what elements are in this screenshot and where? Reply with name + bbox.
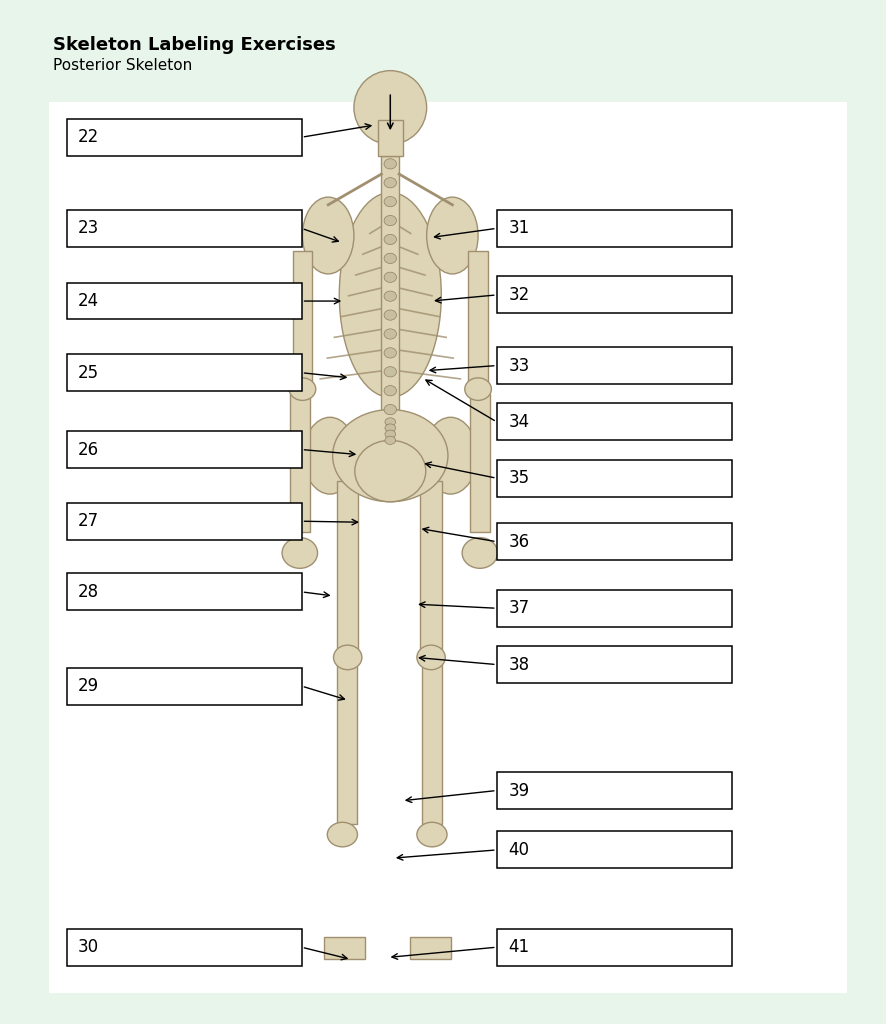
Bar <box>496 646 731 683</box>
Text: 36: 36 <box>508 532 529 551</box>
Ellipse shape <box>384 159 396 169</box>
Text: 23: 23 <box>78 219 99 238</box>
Ellipse shape <box>385 424 395 432</box>
Ellipse shape <box>354 440 425 502</box>
Ellipse shape <box>384 367 396 377</box>
Ellipse shape <box>384 215 396 225</box>
Text: 40: 40 <box>508 841 529 859</box>
Bar <box>496 460 731 497</box>
Bar <box>381 156 399 420</box>
Ellipse shape <box>384 234 396 245</box>
Bar <box>66 929 301 966</box>
Bar <box>496 403 731 440</box>
Text: 28: 28 <box>78 583 99 601</box>
Bar <box>422 663 441 824</box>
Bar <box>66 210 301 247</box>
Ellipse shape <box>385 418 395 426</box>
Text: 24: 24 <box>78 292 99 310</box>
Bar <box>290 394 309 532</box>
Ellipse shape <box>384 386 396 396</box>
Bar <box>292 251 312 384</box>
Ellipse shape <box>416 645 445 670</box>
Bar <box>66 668 301 705</box>
Text: 25: 25 <box>78 364 99 382</box>
Bar <box>66 354 301 391</box>
Ellipse shape <box>333 645 361 670</box>
Ellipse shape <box>464 378 491 400</box>
Text: 27: 27 <box>78 512 99 530</box>
Ellipse shape <box>385 430 395 438</box>
Bar <box>337 481 358 655</box>
Text: 41: 41 <box>508 938 529 956</box>
Ellipse shape <box>416 822 447 847</box>
Bar <box>337 663 356 824</box>
Text: 29: 29 <box>78 677 99 695</box>
Text: 38: 38 <box>508 655 529 674</box>
Ellipse shape <box>303 418 356 494</box>
Text: 33: 33 <box>508 356 529 375</box>
Text: 37: 37 <box>508 599 529 617</box>
Text: Skeleton Labeling Exercises: Skeleton Labeling Exercises <box>53 36 336 54</box>
Ellipse shape <box>282 538 317 568</box>
Text: 30: 30 <box>78 938 99 956</box>
Bar <box>420 481 441 655</box>
Bar <box>496 831 731 868</box>
Ellipse shape <box>354 71 426 144</box>
Ellipse shape <box>462 538 497 568</box>
Ellipse shape <box>384 253 396 263</box>
Ellipse shape <box>338 193 441 397</box>
Bar <box>496 590 731 627</box>
Ellipse shape <box>384 291 396 301</box>
Text: 32: 32 <box>508 286 529 304</box>
Bar <box>49 102 846 993</box>
Ellipse shape <box>424 418 477 494</box>
Bar <box>66 283 301 319</box>
Bar <box>409 937 450 959</box>
Bar <box>323 937 364 959</box>
Ellipse shape <box>385 436 395 444</box>
Ellipse shape <box>332 410 447 502</box>
Bar <box>496 210 731 247</box>
Ellipse shape <box>302 197 354 273</box>
Ellipse shape <box>384 197 396 207</box>
Bar <box>377 120 402 156</box>
Ellipse shape <box>384 310 396 321</box>
Ellipse shape <box>384 272 396 283</box>
Bar <box>496 772 731 809</box>
Bar <box>496 347 731 384</box>
Bar <box>66 119 301 156</box>
Ellipse shape <box>384 329 396 339</box>
Bar <box>496 276 731 313</box>
Bar <box>468 251 487 384</box>
Bar <box>496 929 731 966</box>
Text: 26: 26 <box>78 440 99 459</box>
Bar <box>66 503 301 540</box>
Ellipse shape <box>384 404 396 415</box>
Text: Posterior Skeleton: Posterior Skeleton <box>53 58 192 74</box>
Bar <box>470 394 489 532</box>
Ellipse shape <box>384 348 396 358</box>
Ellipse shape <box>327 822 357 847</box>
Text: 31: 31 <box>508 219 529 238</box>
Text: 39: 39 <box>508 781 529 800</box>
Bar <box>496 523 731 560</box>
Bar <box>66 431 301 468</box>
Ellipse shape <box>289 378 315 400</box>
Text: 35: 35 <box>508 469 529 487</box>
Bar <box>66 573 301 610</box>
Text: 34: 34 <box>508 413 529 431</box>
Text: 22: 22 <box>78 128 99 146</box>
Ellipse shape <box>384 177 396 187</box>
Ellipse shape <box>426 197 478 273</box>
